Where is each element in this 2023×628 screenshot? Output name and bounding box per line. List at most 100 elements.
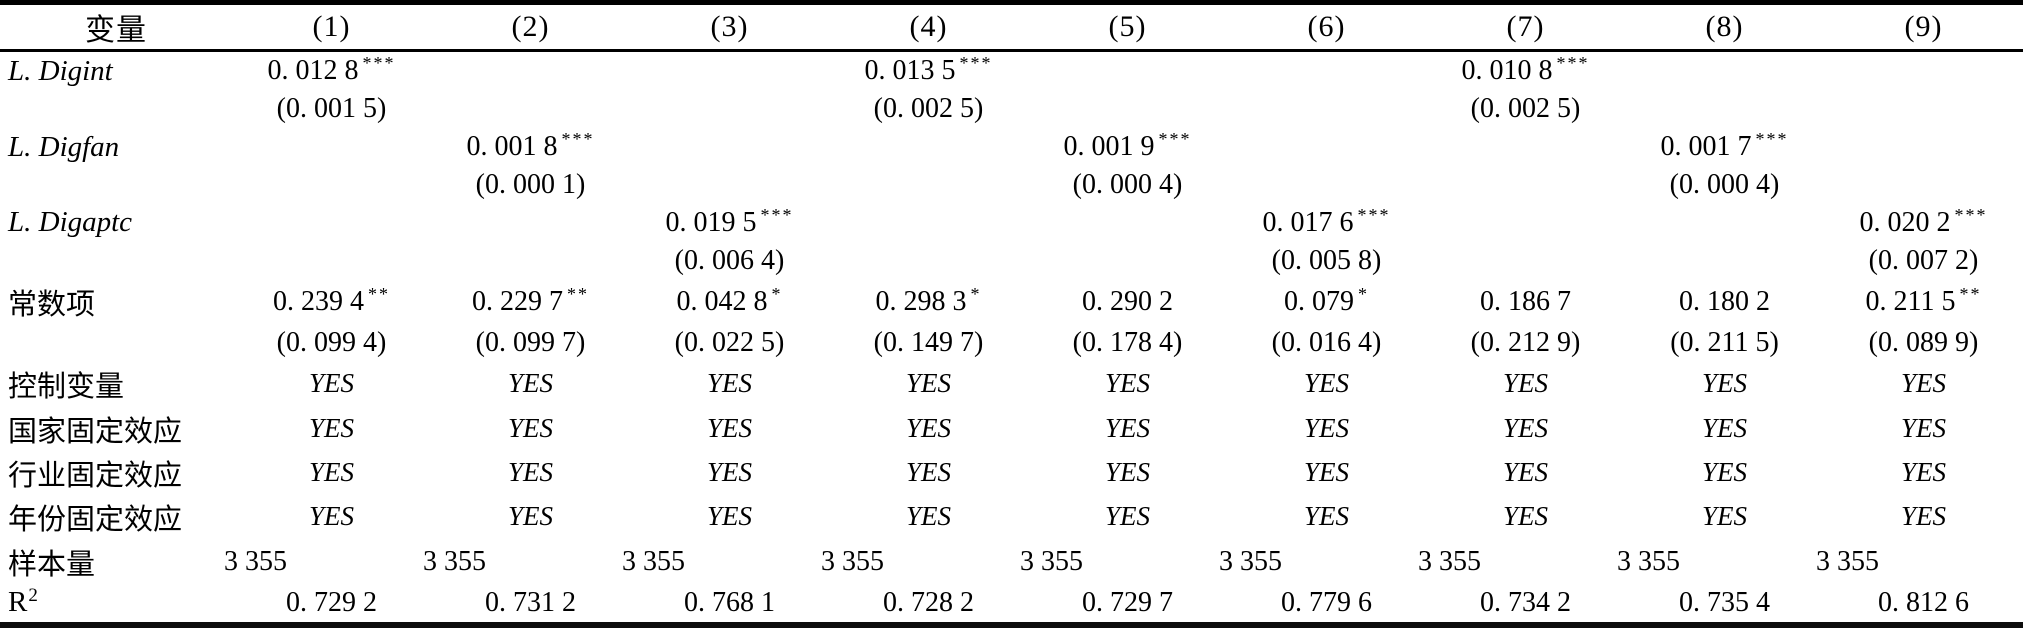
cell-value: YES [1900,412,1946,443]
table-cell [431,242,630,280]
cell-value: YES [706,501,752,532]
significance-stars: *** [1556,52,1590,73]
table-row: 控制变量 YES YES YES YES YES YES YES YES YES [0,362,2023,406]
table-cell: YES [1824,451,2023,495]
row-label [0,242,232,280]
significance-stars: *** [1158,128,1192,149]
table-cell: 3 355 [1219,539,1426,583]
table-cell [1824,128,2023,166]
table-row: L. Digint 0. 012 8 *** 0. 013 5 *** 0. 010 8 *… [0,51,2023,91]
table-cell: 0. 290 2 [1028,280,1227,324]
cell-value: YES [308,501,354,532]
significance-stars: *** [959,52,993,73]
cell-value: (0. 178 4) [1072,327,1183,359]
cell-value: 0. 012 8 *** [267,52,396,87]
table-cell: YES [630,451,829,495]
cell-value: 0. 017 6 *** [1262,204,1391,238]
significance-stars: ** [567,283,589,304]
table-cell: YES [1227,362,1426,406]
table-cell: 0. 298 3 * [829,280,1028,324]
cell-value: YES [905,412,951,443]
significance-stars: * [970,283,982,304]
row-label: L. Digint [8,54,113,87]
table-row: (0. 006 4) (0. 005 8) (0. 007 2) [0,242,2023,280]
table-cell: 3 355 [1816,539,2023,583]
table-cell [1227,51,1426,91]
table-cell [1028,51,1227,91]
column-header-model-2: (2) [431,2,630,52]
table-cell [1227,128,1426,166]
table-cell: YES [630,362,829,406]
table-cell [431,51,630,91]
row-label: 样本量 [8,548,96,581]
table-row: L. Digaptc 0. 019 5 *** 0. 017 6 *** 0. 020 2… [0,204,2023,242]
cell-value: 3 355 [224,545,287,577]
table-cell: YES [1625,451,1824,495]
cell-value: YES [905,456,951,487]
table-cell [1625,204,1824,242]
table-cell: (0. 178 4) [1028,324,1227,362]
cell-value: (0. 089 9) [1868,327,1979,359]
cell-value: YES [1303,412,1349,443]
cell-value: YES [1701,368,1747,399]
row-label: 控制变量 [8,371,125,404]
table-cell: YES [1426,407,1625,451]
cell-value: (0. 022 5) [674,327,785,359]
cell-value: (0. 211 5) [1670,327,1779,359]
table-cell: 3 355 [821,539,1028,583]
table-cell: (0. 099 7) [431,324,630,362]
significance-stars: *** [1954,204,1988,225]
cell-value: (0. 005 8) [1271,244,1382,276]
table-cell [232,166,431,204]
cell-value: YES [1502,412,1548,443]
cell-value: 0. 010 8 *** [1461,52,1590,87]
table-cell: YES [829,407,1028,451]
table-cell: 3 355 [423,539,630,583]
table-cell: (0. 022 5) [630,324,829,362]
table-cell: YES [1227,451,1426,495]
cell-value: YES [308,456,354,487]
table-cell: YES [630,407,829,451]
cell-value: YES [706,456,752,487]
cell-value: 0. 019 5 *** [665,204,794,238]
row-label: 国家固定效应 [8,415,183,448]
table-cell: 0. 735 4 [1625,584,1824,625]
significance-stars: *** [760,204,794,225]
significance-stars: ** [1959,283,1982,304]
significance-stars: *** [1357,204,1391,225]
significance-stars: *** [1755,128,1789,149]
table-cell: 3 355 [1617,539,1824,583]
cell-value: YES [1104,412,1150,443]
cell-value: YES [1900,456,1946,487]
table-cell: 0. 779 6 [1227,584,1426,625]
table-cell: 0. 012 8 *** [232,51,431,91]
table-cell: YES [232,451,431,495]
table-cell [232,204,431,242]
table-cell: YES [1824,362,2023,406]
significance-stars: *** [362,52,396,73]
cell-value: YES [507,456,553,487]
table-cell: YES [232,407,431,451]
table-row: 国家固定效应 YES YES YES YES YES YES YES YES YES [0,407,2023,451]
table-cell: YES [1625,362,1824,406]
cell-value: YES [905,368,951,399]
table-cell: (0. 005 8) [1227,242,1426,280]
cell-value: (0. 149 7) [873,327,984,359]
cell-value: (0. 099 7) [475,327,586,359]
table-cell [1824,90,2023,128]
table-cell: 0. 042 8 * [630,280,829,324]
table-cell: 0. 079 * [1227,280,1426,324]
table-cell: YES [630,495,829,539]
table-cell: YES [1426,451,1625,495]
table-cell: (0. 149 7) [829,324,1028,362]
table-row: L. Digfan 0. 001 8 *** 0. 001 9 *** 0. 001 7 *… [0,128,2023,166]
table-cell [829,166,1028,204]
table-cell [1028,242,1227,280]
table-cell [1028,90,1227,128]
table-cell [630,128,829,166]
table-cell: 0. 211 5 ** [1824,280,2023,324]
table-cell [431,204,630,242]
cell-value: YES [507,368,553,399]
table-cell: YES [1625,495,1824,539]
